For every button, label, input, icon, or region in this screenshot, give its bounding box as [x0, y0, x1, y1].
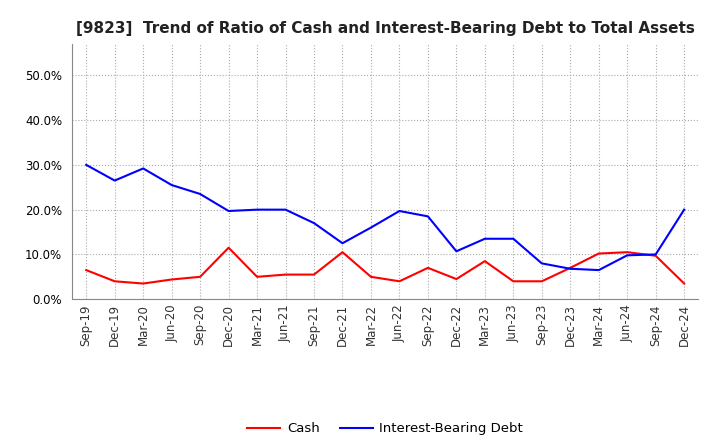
Cash	[310, 272, 318, 277]
Cash	[480, 259, 489, 264]
Title: [9823]  Trend of Ratio of Cash and Interest-Bearing Debt to Total Assets: [9823] Trend of Ratio of Cash and Intere…	[76, 21, 695, 36]
Interest-Bearing Debt	[82, 162, 91, 168]
Cash	[366, 274, 375, 279]
Cash	[253, 274, 261, 279]
Interest-Bearing Debt	[480, 236, 489, 242]
Interest-Bearing Debt	[110, 178, 119, 183]
Cash	[595, 251, 603, 256]
Interest-Bearing Debt	[623, 253, 631, 258]
Interest-Bearing Debt	[509, 236, 518, 242]
Cash	[282, 272, 290, 277]
Interest-Bearing Debt	[366, 225, 375, 230]
Interest-Bearing Debt	[338, 241, 347, 246]
Interest-Bearing Debt	[452, 249, 461, 254]
Cash	[623, 249, 631, 255]
Line: Cash: Cash	[86, 248, 684, 283]
Interest-Bearing Debt	[680, 207, 688, 212]
Interest-Bearing Debt	[139, 166, 148, 171]
Interest-Bearing Debt	[652, 252, 660, 257]
Interest-Bearing Debt	[423, 214, 432, 219]
Cash	[139, 281, 148, 286]
Cash	[110, 279, 119, 284]
Interest-Bearing Debt	[196, 191, 204, 197]
Interest-Bearing Debt	[225, 209, 233, 214]
Cash	[82, 268, 91, 273]
Interest-Bearing Debt	[595, 268, 603, 273]
Cash	[452, 276, 461, 282]
Interest-Bearing Debt	[537, 261, 546, 266]
Cash	[537, 279, 546, 284]
Cash	[566, 265, 575, 271]
Interest-Bearing Debt	[253, 207, 261, 212]
Cash	[680, 281, 688, 286]
Cash	[167, 277, 176, 282]
Interest-Bearing Debt	[395, 209, 404, 214]
Interest-Bearing Debt	[167, 183, 176, 188]
Interest-Bearing Debt	[566, 266, 575, 271]
Cash	[509, 279, 518, 284]
Cash	[395, 279, 404, 284]
Cash	[225, 245, 233, 250]
Legend: Cash, Interest-Bearing Debt: Cash, Interest-Bearing Debt	[242, 417, 528, 440]
Line: Interest-Bearing Debt: Interest-Bearing Debt	[86, 165, 684, 270]
Cash	[652, 253, 660, 258]
Cash	[196, 274, 204, 279]
Interest-Bearing Debt	[282, 207, 290, 212]
Cash	[423, 265, 432, 271]
Cash	[338, 249, 347, 255]
Interest-Bearing Debt	[310, 220, 318, 226]
